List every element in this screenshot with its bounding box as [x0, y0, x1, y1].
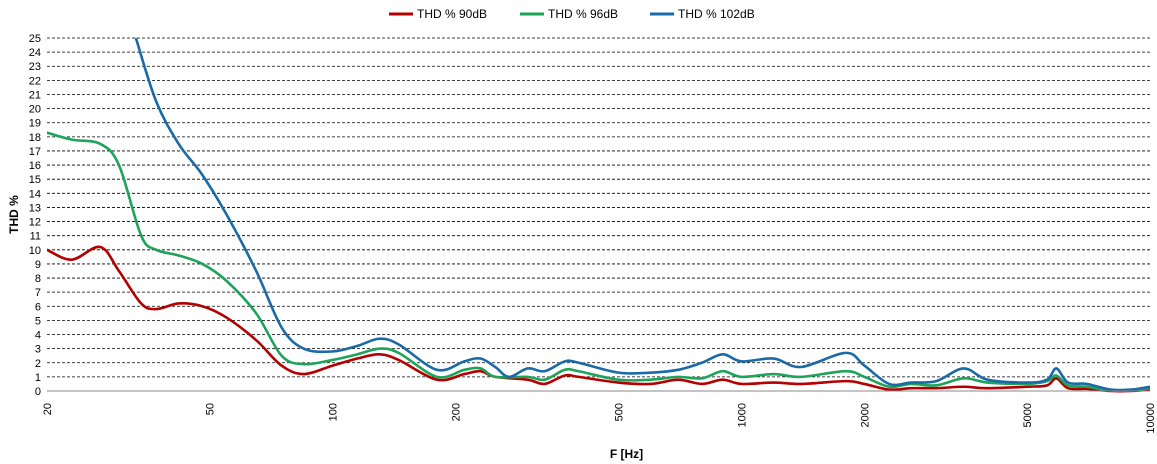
y-axis-label: THD % [7, 195, 21, 234]
x-axis-label: F [Hz] [610, 447, 643, 461]
x-tick-label: 50 [205, 403, 217, 415]
x-tick-label: 100 [328, 403, 340, 421]
y-tick-label: 15 [29, 174, 41, 186]
y-axis-ticks: 0123456789101112131415161718192021222324… [29, 33, 41, 398]
x-tick-label: 5000 [1022, 403, 1034, 427]
y-tick-label: 12 [29, 217, 41, 229]
series-line-1 [47, 245, 1150, 393]
series-line-3 [134, 38, 1150, 392]
y-tick-label: 18 [29, 132, 41, 144]
series-lines [47, 38, 1150, 393]
x-axis-ticks: 20 50 100 200 500 1000 2000 5000 10000 [42, 403, 1157, 434]
x-tick-label: 500 [613, 403, 625, 421]
y-tick-label: 7 [35, 287, 41, 299]
y-tick-label: 0 [35, 386, 41, 398]
x-tick-label: 1000 [736, 403, 748, 427]
legend-label: THD % 102dB [678, 7, 755, 21]
y-tick-label: 20 [29, 104, 41, 116]
y-tick-label: 23 [29, 61, 41, 73]
y-tick-label: 4 [35, 330, 41, 342]
y-tick-label: 14 [29, 188, 41, 200]
legend-label: THD % 96dB [548, 7, 618, 21]
y-tick-label: 13 [29, 202, 41, 214]
grid-lines [47, 37, 1150, 378]
x-tick-label: 2000 [859, 403, 871, 427]
y-tick-label: 24 [29, 47, 41, 59]
y-tick-label: 6 [35, 301, 41, 313]
y-tick-label: 25 [29, 33, 41, 45]
y-tick-label: 21 [29, 89, 41, 101]
legend: THD % 90dB THD % 96dB THD % 102dB [389, 7, 755, 21]
y-tick-label: 5 [35, 315, 41, 327]
y-tick-label: 16 [29, 160, 41, 172]
y-tick-label: 3 [35, 344, 41, 356]
y-tick-label: 11 [30, 231, 41, 243]
y-tick-label: 1 [35, 372, 41, 384]
x-tick-label: 200 [451, 403, 463, 421]
legend-label: THD % 90dB [417, 7, 487, 21]
y-tick-label: 9 [35, 259, 41, 271]
y-tick-label: 2 [35, 358, 41, 370]
y-tick-label: 10 [29, 245, 41, 257]
y-tick-label: 17 [29, 146, 41, 158]
y-tick-label: 8 [35, 273, 41, 285]
y-tick-label: 22 [29, 75, 41, 87]
x-tick-label: 20 [42, 403, 54, 415]
x-tick-label: 10000 [1145, 403, 1157, 434]
y-tick-label: 19 [29, 118, 41, 130]
series-line-2 [47, 131, 1150, 392]
